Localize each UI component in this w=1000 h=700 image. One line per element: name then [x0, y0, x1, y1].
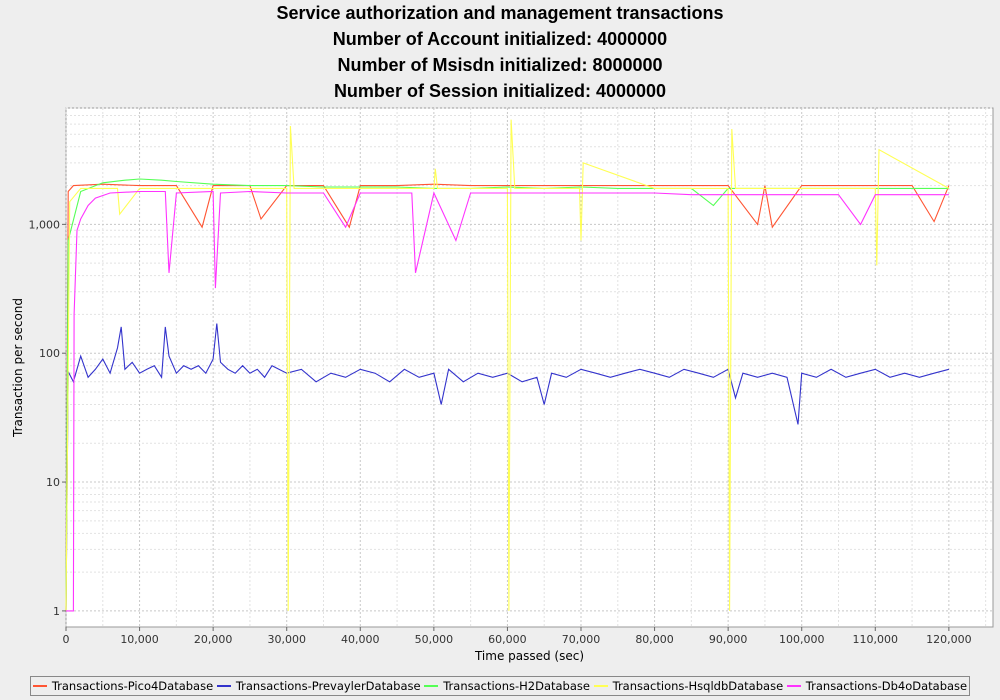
legend-item: Transactions-Pico4Database: [32, 679, 214, 693]
y-axis-label: Transaction per second: [11, 298, 25, 438]
x-tick-label: 0: [63, 633, 70, 646]
y-axis-ticks: 1 10 100 1,000: [29, 218, 66, 618]
chart-subtitle-msisdn: Number of Msisdn initialized: 8000000: [337, 55, 663, 75]
chart-canvas: 0 10,000 20,000 30,000 40,000 50,000 60,000 70,…: [11, 107, 994, 663]
legend-item: Transactions-PrevaylerDatabase: [216, 679, 421, 693]
legend-swatch: [424, 685, 439, 687]
legend-swatch: [32, 685, 47, 687]
series-line-Transactions-Db4oDatabase: [66, 190, 949, 612]
legend-label: Transactions-HsqldbDatabase: [612, 679, 784, 693]
x-tick-label: 70,000: [562, 633, 601, 646]
chart-title: Service authorization and management tra…: [276, 3, 724, 23]
x-tick-label: 120,000: [926, 633, 972, 646]
y-tick-label: 1: [53, 605, 60, 618]
x-tick-label: 40,000: [341, 633, 380, 646]
x-tick-label: 90,000: [709, 633, 748, 646]
x-tick-label: 30,000: [267, 633, 306, 646]
legend-item: Transactions-HsqldbDatabase: [593, 679, 784, 693]
chart-titles: Service authorization and management tra…: [0, 0, 1000, 104]
chart-legend: Transactions-Pico4Database Transactions-P…: [30, 676, 970, 696]
series-line-Transactions-Pico4Database: [65, 183, 950, 611]
x-tick-label: 60,000: [488, 633, 527, 646]
x-axis-ticks: 0 10,000 20,000 30,000 40,000 50,000 60,000 70,…: [63, 627, 972, 646]
x-tick-label: 100,000: [779, 633, 825, 646]
x-tick-label: 80,000: [635, 633, 674, 646]
series-line-Transactions-PrevaylerDatabase: [65, 323, 950, 611]
x-tick-label: 110,000: [853, 633, 899, 646]
legend-swatch: [593, 685, 608, 687]
legend-swatch: [216, 685, 231, 687]
legend-label: Transactions-Db4oDatabase: [805, 679, 968, 693]
x-tick-label: 20,000: [194, 633, 233, 646]
x-tick-label: 10,000: [120, 633, 159, 646]
y-tick-label: 100: [39, 347, 60, 360]
legend-label: Transactions-Pico4Database: [51, 679, 214, 693]
legend-item: Transactions-Db4oDatabase: [786, 679, 968, 693]
minor-gridlines: [66, 107, 993, 627]
x-axis-label: Time passed (sec): [474, 649, 584, 663]
series-line-Transactions-HsqldbDatabase: [65, 119, 950, 611]
chart-subtitle-sessions: Number of Session initialized: 4000000: [333, 81, 667, 101]
legend-label: Transactions-PrevaylerDatabase: [235, 679, 421, 693]
y-tick-label: 10: [46, 476, 60, 489]
y-tick-label: 1,000: [29, 218, 61, 231]
x-tick-label: 50,000: [415, 633, 454, 646]
chart-subtitle-accounts: Number of Account initialized: 4000000: [332, 29, 668, 49]
legend-label: Transactions-H2Database: [443, 679, 590, 693]
legend-swatch: [786, 685, 801, 687]
series-lines: [65, 119, 950, 612]
legend-item: Transactions-H2Database: [424, 679, 590, 693]
